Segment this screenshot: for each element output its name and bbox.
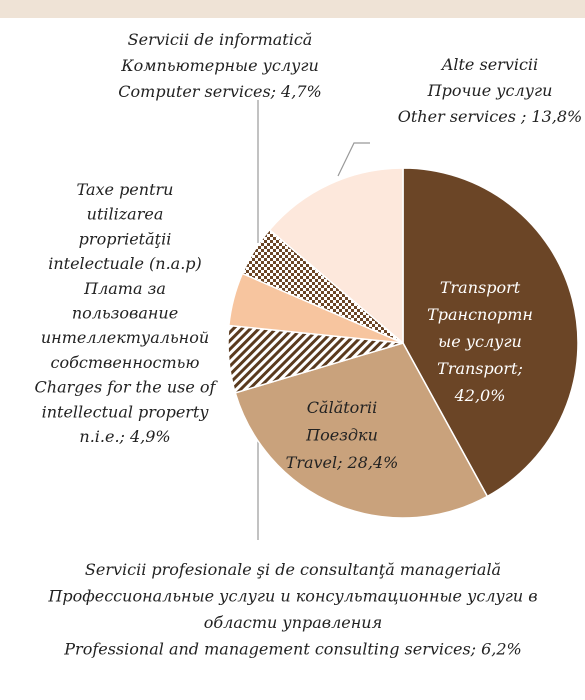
value-label: 28,4%	[347, 453, 399, 472]
top-band	[0, 0, 585, 18]
label-line: интеллектуальной	[41, 328, 209, 347]
label-line: Transport;	[437, 359, 523, 378]
slice-label: Transport Транспортн ые услуги Transport; 42…	[427, 278, 533, 405]
pie-slice	[234, 342, 489, 519]
label-line: Taxe pentru	[77, 180, 174, 199]
value-label: 4,9%	[129, 427, 171, 446]
label-line: Servicii de informatică	[128, 30, 313, 49]
label-line: utilizarea	[87, 204, 164, 223]
label-line: intelectuale (n.a.p)	[48, 254, 202, 273]
value-label: 6,2%	[481, 639, 522, 658]
label-line: Alte servicii	[440, 55, 538, 74]
slice-label: Taxe pentru utilizarea proprietăţii intelec…	[35, 180, 219, 446]
label-line: Computer services;	[118, 82, 276, 101]
label-line: Travel;	[286, 453, 343, 472]
label-line: intellectual property	[42, 402, 210, 421]
label-line: n.i.e.;	[79, 427, 125, 446]
label-line: собственностью	[51, 352, 200, 371]
label-line: Călătorii	[307, 398, 377, 417]
label-line: Плата за	[83, 278, 166, 297]
label-line: Other services ;	[398, 107, 527, 126]
value-label: 42,0%	[454, 386, 506, 405]
label-line: Поездки	[305, 425, 378, 444]
leader-line	[337, 142, 370, 177]
label-line: Транспортн	[427, 305, 533, 324]
slice-label: Servicii profesionale şi de consultanţă …	[47, 560, 537, 659]
label-line: Professional and management consulting s…	[63, 639, 476, 658]
label-line: proprietăţii	[79, 229, 172, 248]
pie-slice	[268, 167, 404, 345]
pie	[227, 167, 579, 519]
pie-slice	[402, 167, 579, 498]
label-line: Прочие услуги	[427, 81, 553, 100]
label-line: Компьютерные услуги	[120, 56, 319, 75]
label-line: Профессиональные услуги и консультационн…	[47, 586, 537, 605]
slice-label: Servicii de informatică Компьютерные услу…	[118, 30, 321, 101]
slice-label: Călătorii Поездки Travel; 28,4%	[286, 398, 399, 472]
value-label: 4,7%	[280, 82, 322, 101]
label-line: области управления	[204, 613, 382, 632]
label-line: пользование	[72, 303, 178, 322]
label-line: Charges for the use of	[35, 377, 219, 396]
label-line: Servicii profesionale şi de consultanţă …	[85, 560, 501, 579]
slice-label: Alte servicii Прочие услуги Other services…	[398, 55, 582, 126]
label-line: ые услуги	[438, 332, 522, 351]
value-label: 13,8%	[531, 107, 582, 126]
label-line: Transport	[440, 278, 521, 297]
